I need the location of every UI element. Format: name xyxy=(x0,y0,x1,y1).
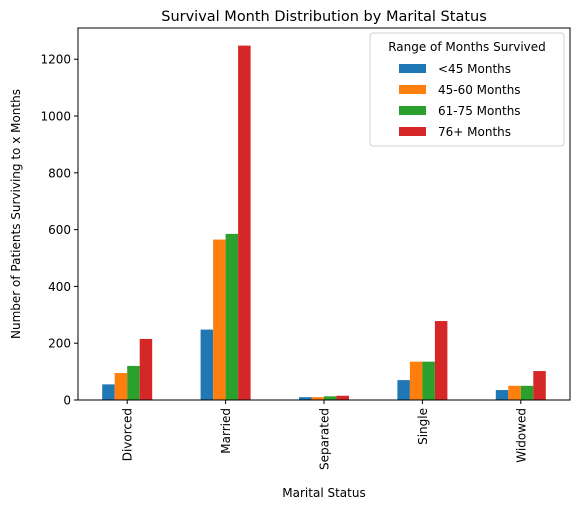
bar-married-1 xyxy=(200,329,214,400)
x-tick-label: Separated xyxy=(318,408,332,470)
legend-swatch xyxy=(399,64,426,73)
x-tick-label: Divorced xyxy=(121,408,135,461)
bar-divorced-1 xyxy=(102,384,115,400)
bar-widowed-2 xyxy=(508,385,521,400)
bar-separated-4 xyxy=(336,395,349,400)
bar-married-2 xyxy=(213,239,226,400)
legend-items: <45 Months 45-60 Months 61-75 Months 76+ Mo… xyxy=(399,62,521,139)
bar-divorced-3 xyxy=(127,365,140,400)
y-tick-label: 0 xyxy=(63,394,71,408)
bars-group xyxy=(102,45,546,401)
legend-title: Range of Months Survived xyxy=(388,40,546,54)
bar-widowed-1 xyxy=(495,390,509,400)
x-tick-label: Married xyxy=(219,408,233,454)
legend-label: <45 Months xyxy=(438,62,511,76)
y-axis-label: Number of Patients Surviving to x Months xyxy=(9,89,23,339)
bar-separated-1 xyxy=(299,397,312,400)
legend-swatch xyxy=(399,85,426,94)
x-tick-label: Single xyxy=(416,408,430,445)
legend-label: 76+ Months xyxy=(438,125,511,139)
x-axis: Divorced Married Separated Single Widowed xyxy=(121,400,528,470)
bar-married-4 xyxy=(238,45,251,401)
bar-separated-3 xyxy=(324,396,337,400)
bar-widowed-4 xyxy=(533,371,546,400)
chart-title: Survival Month Distribution by Marital S… xyxy=(161,9,487,25)
legend-label: 45-60 Months xyxy=(438,83,521,97)
bar-divorced-4 xyxy=(139,338,153,400)
bar-single-4 xyxy=(434,321,448,400)
y-tick-label: 1200 xyxy=(40,53,71,67)
legend-label: 61-75 Months xyxy=(438,104,521,118)
y-tick-label: 400 xyxy=(48,280,71,294)
bar-single-2 xyxy=(409,361,423,400)
bar-single-1 xyxy=(397,380,410,400)
y-tick-label: 600 xyxy=(48,223,71,237)
y-tick-label: 1000 xyxy=(40,110,71,124)
y-tick-label: 800 xyxy=(48,166,71,180)
x-axis-label: Marital Status xyxy=(282,486,365,500)
bar-single-3 xyxy=(422,361,435,400)
legend: Range of Months Survived <45 Months 45-60… xyxy=(369,32,565,147)
legend-swatch xyxy=(399,106,426,115)
legend-box xyxy=(369,32,565,147)
bar-married-3 xyxy=(225,233,239,400)
x-tick-label: Widowed xyxy=(514,408,528,463)
bar-separated-2 xyxy=(311,397,324,400)
bar-divorced-2 xyxy=(114,373,128,400)
bar-widowed-3 xyxy=(520,385,534,400)
y-axis: 0 200 400 600 800 1000 1200 xyxy=(40,53,78,408)
legend-swatch xyxy=(399,127,426,136)
y-tick-label: 200 xyxy=(48,337,71,351)
